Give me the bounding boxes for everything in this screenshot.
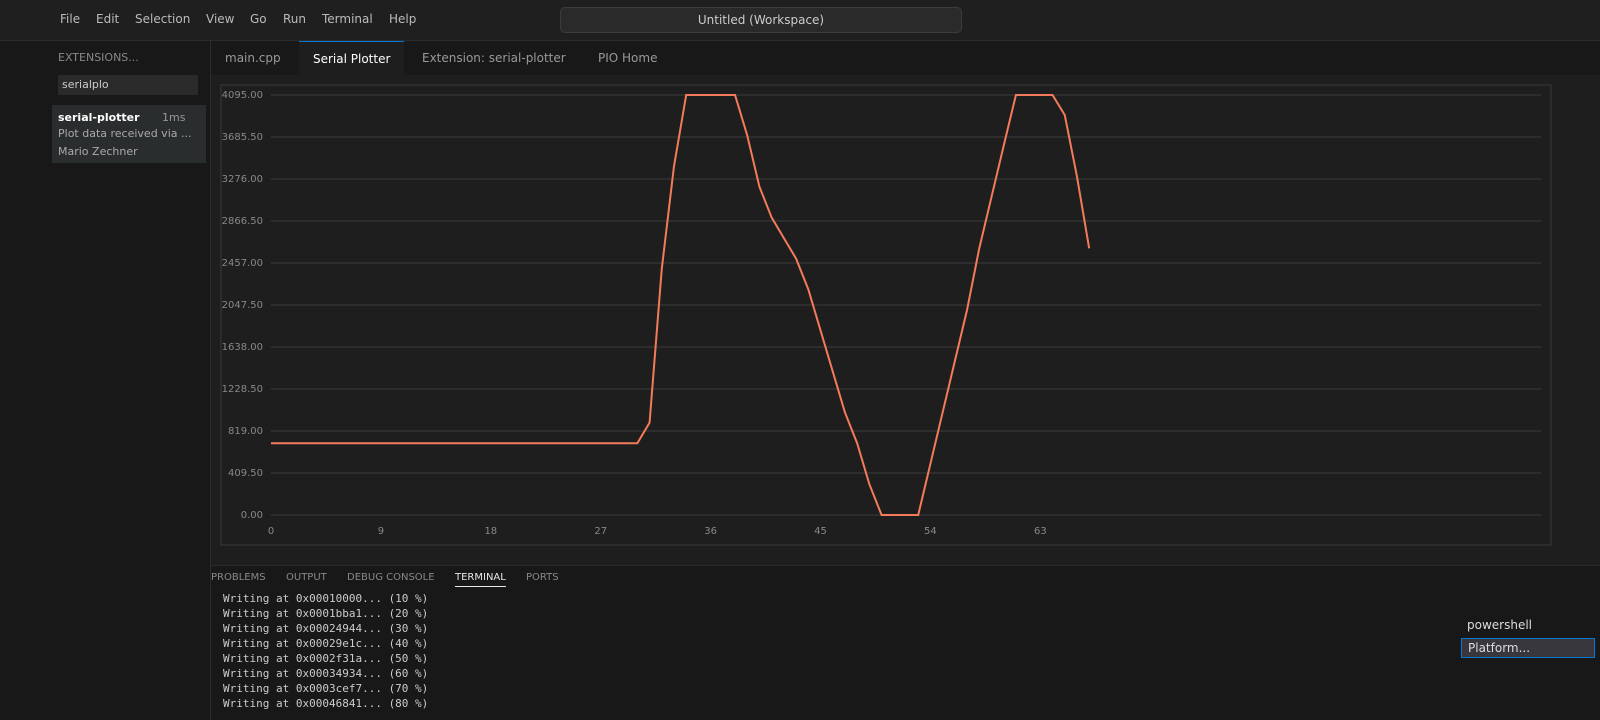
menu-item[interactable]: Edit bbox=[96, 12, 120, 26]
title-bar: Untitled (Workspace) File Edit Selection Vi… bbox=[0, 0, 1600, 41]
search-box[interactable]: serialplo bbox=[58, 75, 198, 95]
y-tick-label: 2457.00 bbox=[222, 258, 263, 269]
terminal-line: Writing at 0x0001bba1... (20 %) bbox=[223, 607, 429, 620]
terminal-line: Writing at 0x00029e1c... (40 %) bbox=[223, 637, 429, 650]
panel-tab[interactable]: OUTPUT bbox=[286, 572, 327, 583]
terminal-line: Writing at 0x00024944... (30 %) bbox=[223, 622, 429, 635]
editor-tab[interactable]: Extension: serial-plotter bbox=[422, 51, 566, 65]
x-tick-label: 54 bbox=[924, 526, 937, 537]
menu-item[interactable]: Help bbox=[389, 12, 417, 26]
menu-item[interactable]: Go bbox=[250, 12, 267, 26]
extension-description: Plot data received via ... bbox=[58, 127, 192, 140]
menu-item[interactable]: File bbox=[60, 12, 81, 26]
y-tick-label: 2866.50 bbox=[222, 216, 263, 227]
editor-tab[interactable]: Serial Plotter bbox=[299, 41, 405, 76]
terminal-line: Writing at 0x00034934... (60 %) bbox=[223, 667, 429, 680]
sidebar-header: EXTENSIONS... bbox=[58, 51, 139, 64]
y-tick-label: 409.50 bbox=[228, 468, 263, 479]
terminal-line: Writing at 0x0002f31a... (50 %) bbox=[223, 652, 429, 665]
panel-tab[interactable]: DEBUG CONSOLE bbox=[347, 572, 435, 583]
terminal-line: Writing at 0x00046841... (80 %) bbox=[223, 697, 429, 710]
x-tick-label: 9 bbox=[378, 526, 384, 537]
activity-bar bbox=[0, 41, 48, 720]
plot-border bbox=[220, 84, 1552, 546]
terminal-entry[interactable]: Platform... bbox=[1461, 638, 1595, 658]
x-tick-label: 27 bbox=[594, 526, 607, 537]
tab-bar: main.cpp Serial Plotter Extension: serial-… bbox=[211, 41, 1600, 76]
panel-tab[interactable]: TERMINAL bbox=[455, 572, 506, 587]
menu-item[interactable]: Selection bbox=[135, 12, 191, 26]
extension-author: Mario Zechner bbox=[58, 145, 138, 158]
panel-tab[interactable]: PORTS bbox=[526, 572, 559, 583]
editor-tab[interactable]: PIO Home bbox=[598, 51, 658, 65]
serial-plot: 0.00 409.50 819.00 1228.50 1638.00 2047.50 245… bbox=[220, 84, 1552, 546]
menu-item[interactable]: View bbox=[206, 12, 235, 26]
extension-name: serial-plotter bbox=[58, 111, 140, 124]
terminal-entry[interactable]: powershell bbox=[1467, 618, 1532, 632]
y-tick-label: 819.00 bbox=[228, 426, 263, 437]
y-tick-label: 1638.00 bbox=[222, 342, 263, 353]
y-tick-label: 1228.50 bbox=[222, 384, 263, 395]
menu-item[interactable]: Terminal bbox=[322, 12, 373, 26]
y-tick-label: 4095.00 bbox=[222, 90, 263, 101]
panel-tab[interactable]: PROBLEMS bbox=[211, 572, 266, 583]
x-tick-label: 18 bbox=[484, 526, 497, 537]
sidebar: EXTENSIONS... serialplo serial-plotter 1… bbox=[48, 41, 211, 720]
y-tick-label: 3276.00 bbox=[222, 174, 263, 185]
data-line bbox=[271, 94, 1091, 516]
command-center[interactable]: Untitled (Workspace) bbox=[560, 7, 962, 33]
terminal-line: Writing at 0x0003cef7... (70 %) bbox=[223, 682, 429, 695]
panel: PROBLEMS OUTPUT DEBUG CONSOLE TERMINAL PORTS… bbox=[211, 565, 1600, 720]
x-tick-label: 36 bbox=[704, 526, 717, 537]
y-tick-label: 3685.50 bbox=[222, 132, 263, 143]
y-tick-label: 0.00 bbox=[241, 510, 263, 521]
extension-item[interactable]: serial-plotter 1ms Plot data received vi… bbox=[52, 105, 206, 163]
x-tick-label: 45 bbox=[814, 526, 827, 537]
y-tick-label: 2047.50 bbox=[222, 300, 263, 311]
terminal-line: Writing at 0x00010000... (10 %) bbox=[223, 592, 429, 605]
x-tick-label: 0 bbox=[268, 526, 274, 537]
editor-tab[interactable]: main.cpp bbox=[225, 51, 281, 65]
x-tick-label: 63 bbox=[1034, 526, 1047, 537]
extension-time: 1ms bbox=[162, 111, 186, 124]
menu-item[interactable]: Run bbox=[283, 12, 307, 26]
